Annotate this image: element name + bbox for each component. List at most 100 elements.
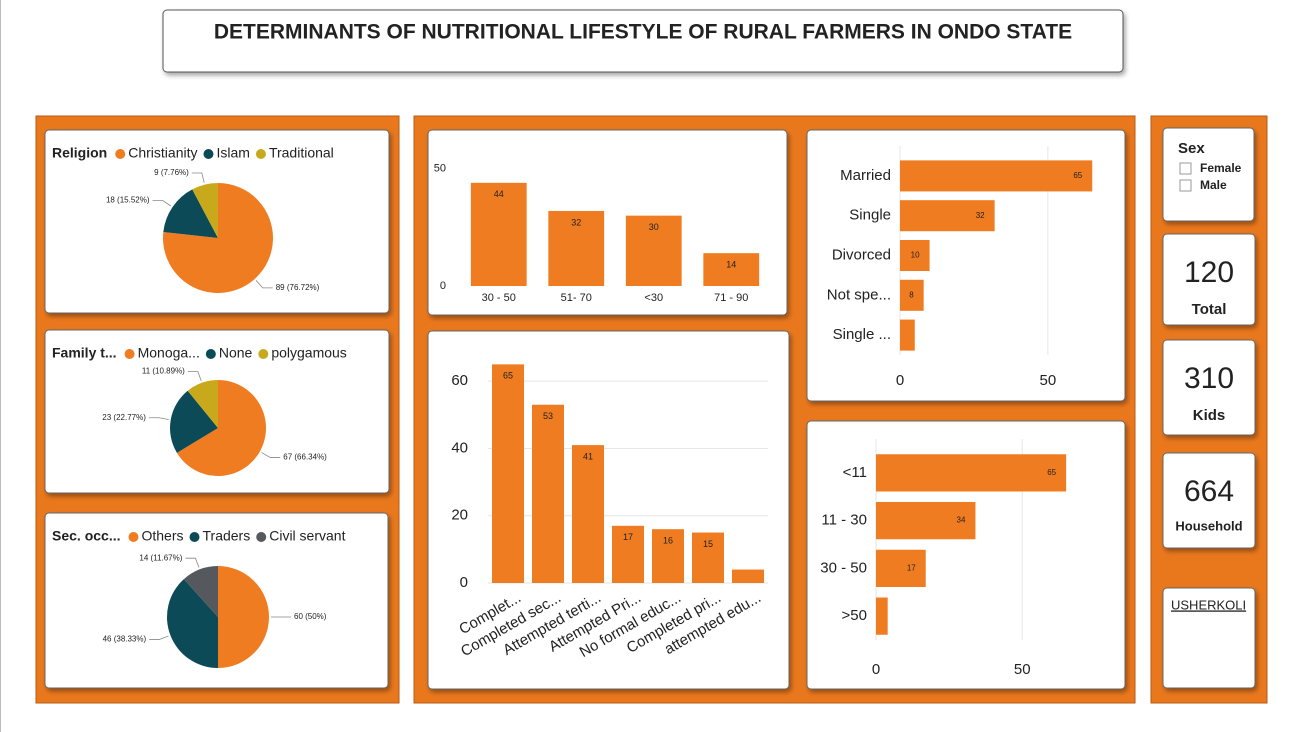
checkbox[interactable] <box>1179 179 1192 192</box>
checkbox[interactable] <box>1179 162 1192 175</box>
leader-line <box>185 557 200 568</box>
legend-label: polygamous <box>271 345 347 361</box>
y-tick-label: >50 <box>842 607 867 624</box>
x-tick-label: 51- 70 <box>561 292 592 304</box>
x-tick-label: 0 <box>872 661 880 678</box>
slicer-option[interactable]: Male <box>1200 178 1227 192</box>
data-label: 32 <box>976 211 985 220</box>
card-value: 310 <box>1184 362 1234 395</box>
data-label: 65 <box>1047 468 1056 477</box>
legend-title: Sec. occ... <box>52 528 120 544</box>
card <box>1162 587 1256 689</box>
legend-marker <box>124 349 135 359</box>
legend-label: None <box>219 345 253 361</box>
data-label: 17 <box>907 563 916 572</box>
pie-slice <box>192 182 218 238</box>
legend-label: Others <box>141 528 183 544</box>
y-tick-label: 20 <box>451 507 468 524</box>
data-label: 10 <box>911 251 920 260</box>
card <box>1162 233 1256 326</box>
data-label: 15 <box>703 539 713 549</box>
y-tick-label: 30 - 50 <box>820 559 867 576</box>
bar <box>900 160 1093 192</box>
data-label: 65 <box>503 371 513 381</box>
card-value: 664 <box>1184 475 1234 508</box>
bar <box>692 532 724 583</box>
data-label: 44 <box>494 189 504 199</box>
pie-slice <box>183 566 218 617</box>
data-label: 41 <box>583 451 593 461</box>
pie-slice <box>169 390 218 453</box>
y-tick-label: Single <box>849 207 891 224</box>
card <box>1162 127 1255 222</box>
leader-line <box>255 280 273 289</box>
y-tick-label: 50 <box>434 163 446 175</box>
pie-slice <box>163 189 218 238</box>
bar <box>900 279 924 311</box>
card-label: Kids <box>1193 407 1226 424</box>
slicer-option[interactable]: Female <box>1200 161 1242 175</box>
data-label: 34 <box>957 516 966 525</box>
legend-label: Christianity <box>128 145 197 161</box>
data-label: 65 <box>1073 171 1082 180</box>
bar <box>470 182 527 286</box>
x-tick-label: 50 <box>1040 372 1057 389</box>
card-label: Total <box>1192 301 1227 318</box>
data-label: 9 (7.76%) <box>154 168 189 177</box>
pie-slice <box>176 380 267 477</box>
data-label: 14 (11.67%) <box>139 553 182 562</box>
data-label: 8 <box>909 290 914 299</box>
bar <box>876 454 1067 492</box>
bar <box>532 404 564 583</box>
y-tick-label: 11 - 30 <box>821 512 867 529</box>
x-tick-label: <30 <box>644 292 663 304</box>
y-tick-label: 60 <box>451 372 468 389</box>
bar <box>625 215 682 286</box>
pie-slice <box>167 579 218 668</box>
y-tick-label: 0 <box>460 574 468 591</box>
data-label: 67 (66.34%) <box>283 453 327 462</box>
legend-marker <box>255 149 266 159</box>
leader-line <box>152 200 172 207</box>
card <box>1162 452 1256 549</box>
x-tick-label: 71 - 90 <box>714 292 748 304</box>
legend-label: Monoga... <box>138 345 200 361</box>
bar <box>572 445 604 583</box>
legend-marker <box>128 532 139 542</box>
title-box <box>162 9 1124 73</box>
data-label: 11 (10.89%) <box>142 367 185 376</box>
y-tick-label: <11 <box>843 464 867 481</box>
legend-label: Traders <box>203 528 251 544</box>
legend-marker <box>203 149 214 159</box>
data-label: 53 <box>543 411 553 421</box>
bar <box>492 364 524 583</box>
leader-line <box>187 371 202 382</box>
data-label: 18 (15.52%) <box>106 196 150 205</box>
pie-slice <box>187 380 218 428</box>
bar <box>900 200 995 232</box>
dashboard-title: DETERMINANTS OF NUTRITIONAL LIFESTYLE OF… <box>214 21 1072 44</box>
link[interactable]: USHERKOLI <box>1171 597 1246 612</box>
legend-label: Civil servant <box>269 528 345 544</box>
data-label: 14 <box>726 260 736 270</box>
y-tick-label: Single ... <box>833 326 891 343</box>
legend-marker <box>258 349 269 359</box>
bar <box>652 529 684 583</box>
legend-marker <box>256 532 267 542</box>
leader-line <box>149 635 169 640</box>
card <box>806 129 1126 402</box>
card <box>1162 339 1256 436</box>
y-tick-label: Not spe... <box>827 286 891 303</box>
card-value: 120 <box>1184 256 1234 289</box>
data-label: 17 <box>623 532 633 542</box>
leader-line <box>261 452 281 458</box>
bar <box>876 502 976 540</box>
bar <box>900 319 915 351</box>
data-label: 30 <box>649 222 659 232</box>
legend-label: Traditional <box>269 145 334 161</box>
legend-marker <box>205 349 216 359</box>
bar <box>548 210 605 286</box>
bar <box>900 239 930 272</box>
